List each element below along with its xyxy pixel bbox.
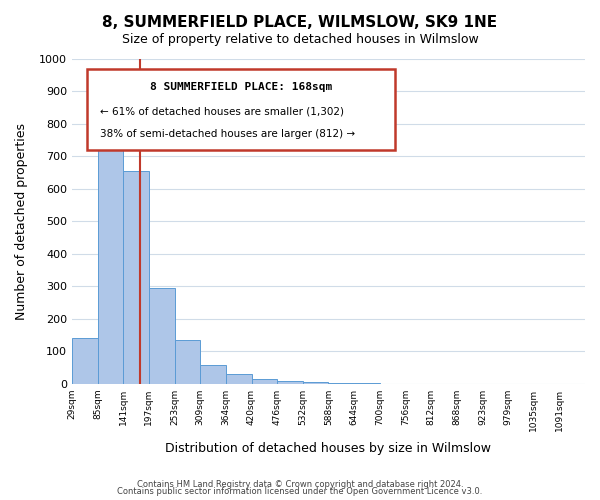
X-axis label: Distribution of detached houses by size in Wilmslow: Distribution of detached houses by size …: [166, 442, 491, 455]
Bar: [149, 288, 175, 384]
Text: 38% of semi-detached houses are larger (812) →: 38% of semi-detached houses are larger (…: [100, 129, 355, 139]
Bar: [226, 374, 251, 384]
Text: Size of property relative to detached houses in Wilmslow: Size of property relative to detached ho…: [122, 32, 478, 46]
Text: Contains public sector information licensed under the Open Government Licence v3: Contains public sector information licen…: [118, 487, 482, 496]
Text: 8, SUMMERFIELD PLACE, WILMSLOW, SK9 1NE: 8, SUMMERFIELD PLACE, WILMSLOW, SK9 1NE: [103, 15, 497, 30]
Bar: [251, 379, 277, 384]
FancyBboxPatch shape: [88, 68, 395, 150]
Bar: [303, 382, 328, 384]
Y-axis label: Number of detached properties: Number of detached properties: [15, 123, 28, 320]
Text: 8 SUMMERFIELD PLACE: 168sqm: 8 SUMMERFIELD PLACE: 168sqm: [150, 82, 332, 92]
Bar: [98, 132, 123, 384]
Text: Contains HM Land Registry data © Crown copyright and database right 2024.: Contains HM Land Registry data © Crown c…: [137, 480, 463, 489]
Bar: [175, 340, 200, 384]
Text: ← 61% of detached houses are smaller (1,302): ← 61% of detached houses are smaller (1,…: [100, 106, 344, 116]
Bar: [200, 366, 226, 384]
Bar: [123, 171, 149, 384]
Bar: [328, 383, 354, 384]
Bar: [277, 382, 303, 384]
Bar: [72, 338, 98, 384]
